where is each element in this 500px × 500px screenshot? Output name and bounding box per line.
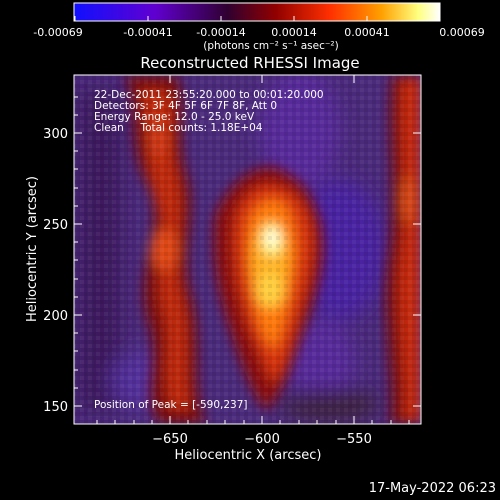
plot-frame xyxy=(73,74,422,425)
y-axis-label: Heliocentric Y (arcsec) xyxy=(25,176,40,322)
colorbar-tick-label: -0.00014 xyxy=(196,26,245,39)
y-tick-label: 300 xyxy=(43,127,68,142)
info-block: 22-Dec-2011 23:55:20.000 to 00:01:20.000… xyxy=(94,89,324,134)
colorbar-tick-label: -0.00041 xyxy=(123,26,172,39)
colorbar-tick-label: 0.00014 xyxy=(271,26,317,39)
y-tick-label: 200 xyxy=(43,309,68,324)
x-tick-label: −550 xyxy=(336,432,372,447)
info-line: Energy Range: 12.0 - 25.0 keV xyxy=(94,111,255,123)
x-tick-label: −650 xyxy=(152,432,188,447)
x-tick-label: −600 xyxy=(244,432,280,447)
peak-position-label: Position of Peak = [-590,237] xyxy=(94,399,248,411)
info-line: Clean Total counts: 1.18E+04 xyxy=(94,122,263,134)
y-axis-ticks xyxy=(74,96,421,407)
x-axis-ticks xyxy=(96,75,410,424)
colorbar-ticks xyxy=(74,16,441,21)
rhessi-image xyxy=(74,75,421,424)
info-line: 22-Dec-2011 23:55:20.000 to 00:01:20.000 xyxy=(94,89,324,101)
plot-title: Reconstructed RHESSI Image xyxy=(140,54,359,72)
footer-date: 17-May-2022 06:23 xyxy=(368,481,496,496)
x-axis-label: Heliocentric X (arcsec) xyxy=(175,448,322,463)
colorbar-tick-label: 0.00041 xyxy=(344,26,390,39)
colorbar-tick-label: 0.00069 xyxy=(439,26,485,39)
info-line: Detectors: 3F 4F 5F 6F 7F 8F, Att 0 xyxy=(94,100,277,112)
y-tick-label: 250 xyxy=(43,218,68,233)
colorbar-units: (photons cm⁻² s⁻¹ asec⁻²) xyxy=(203,40,338,52)
colorbar xyxy=(73,2,441,22)
y-tick-label: 150 xyxy=(43,400,68,415)
colorbar-tick-label: -0.00069 xyxy=(33,26,82,39)
